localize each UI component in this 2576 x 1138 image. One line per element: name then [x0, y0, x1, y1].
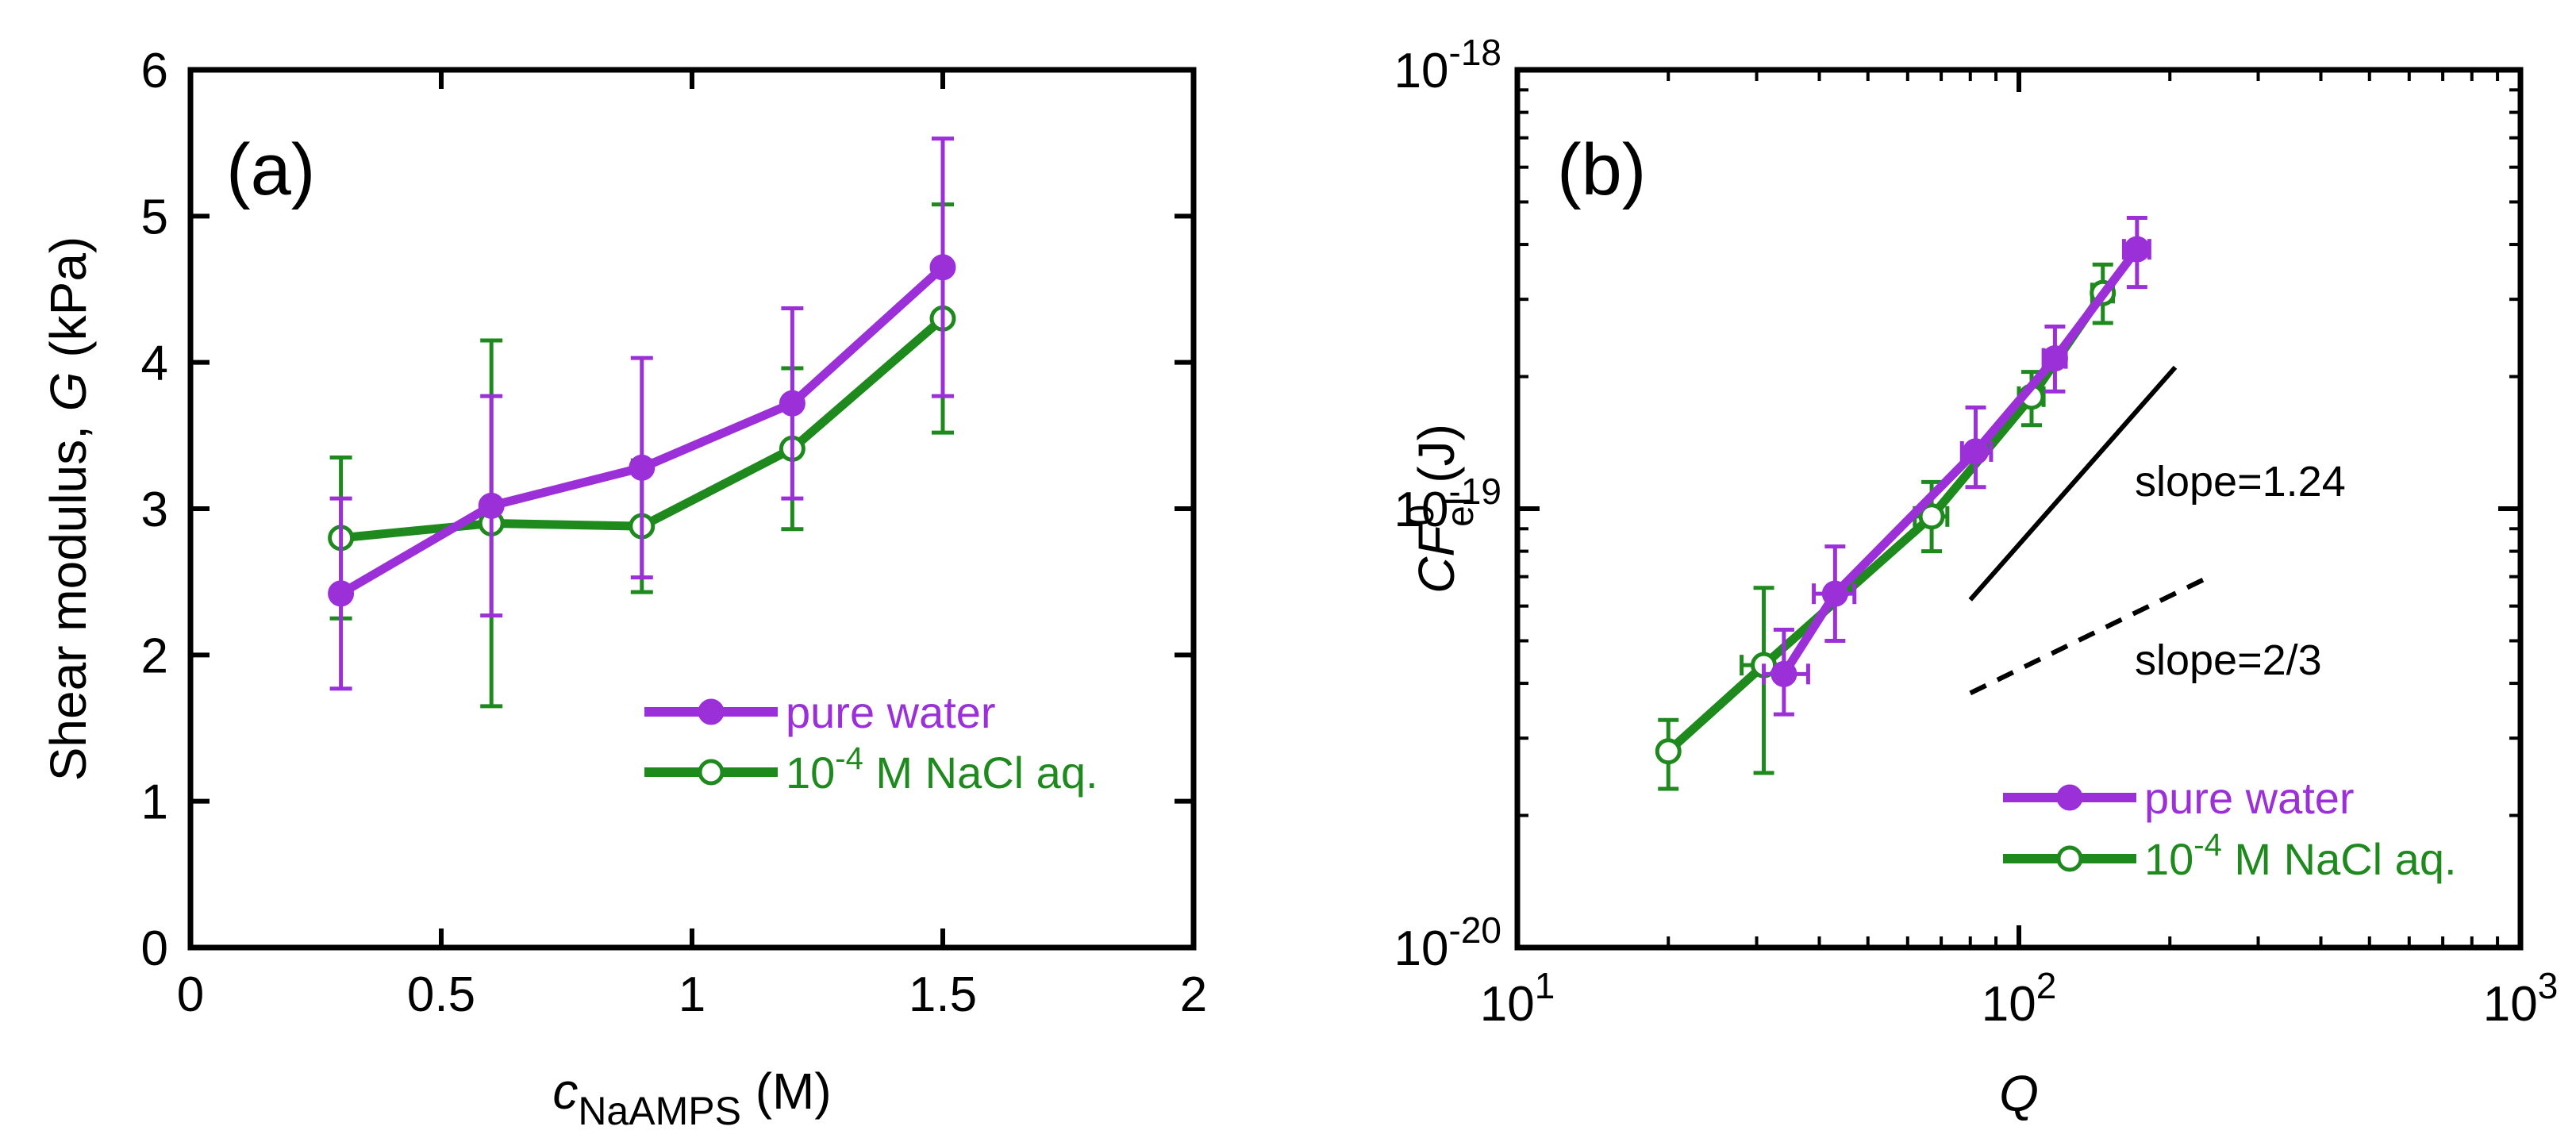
data-point-b-pure-water	[1771, 660, 1797, 687]
y-tick-label-a-3: 3	[141, 482, 168, 537]
panel-a-y-axis-var: G	[40, 371, 97, 411]
panel-b-y-axis-label: CF0el (J)	[1400, 424, 1482, 594]
x-tick-label-a-0-5: 0.5	[407, 967, 475, 1022]
x-tick-label-a-1: 1	[679, 967, 706, 1022]
x-tick-label-b-10: 101	[1480, 965, 1555, 1032]
y-tick-label-b-19: 10-19	[1394, 471, 1501, 537]
x-tick-label-b-base: 10	[1982, 977, 2036, 1032]
panel-b-y-axis-subscript: el	[1440, 498, 1482, 527]
panel-b-label: (b)	[1557, 129, 1646, 210]
y-tick-label-b-exponent: -18	[1449, 32, 1501, 73]
y-tick-label-b-exponent: -20	[1449, 909, 1501, 951]
legend-b-pure-water-label: pure water	[2144, 773, 2355, 823]
x-tick-label-a-2: 2	[1180, 967, 1207, 1022]
panel-b-y-axis-unit: (J)	[1408, 424, 1465, 497]
y-tick-label-b-base: 10	[1394, 482, 1449, 537]
x-tick-label-b-exponent: 3	[2538, 965, 2559, 1006]
data-point-b-nacl	[1918, 503, 1945, 530]
panel-a: 0 0.5 1 1.5 2 0 1 2 3 4 5 6 (a) cNaAMPS (M) Shear m…	[40, 44, 1207, 1133]
legend-a-nacl-marker	[698, 759, 725, 786]
y-tick-label-a-0: 0	[141, 921, 168, 976]
y-tick-label-b-base: 10	[1394, 44, 1449, 98]
legend-a-nacl-rest: M NaCl aq.	[863, 748, 1098, 798]
panel-a-x-axis-unit: (M)	[741, 1063, 832, 1120]
data-point-b-nacl	[1655, 738, 1682, 765]
legend-a-nacl-label: 10-4 M NaCl aq.	[786, 741, 1098, 798]
y-tick-label-a-5: 5	[141, 190, 168, 244]
data-point-b-pure-water	[2041, 345, 2068, 372]
legend-a-nacl-base: 10	[786, 748, 835, 798]
x-tick-label-a-1-5: 1.5	[909, 967, 977, 1022]
y-tick-label-b-exponent: -19	[1449, 471, 1501, 512]
y-tick-label-a-2: 2	[141, 629, 168, 683]
data-point-a-pure-water	[929, 254, 956, 281]
panel-a-ticks: 0 0.5 1 1.5 2 0 1 2 3 4 5 6	[141, 44, 1208, 1022]
slope-solid-label: slope=1.24	[2135, 458, 2346, 506]
y-tick-label-b-20: 10-20	[1394, 909, 1501, 976]
data-point-b-pure-water	[1821, 580, 1848, 607]
legend-a-nacl-exponent: -4	[835, 741, 863, 776]
x-tick-label-b-100: 102	[1982, 965, 2057, 1032]
x-tick-label-b-exponent: 1	[1535, 965, 1555, 1006]
guide-line-dashed	[1969, 574, 2211, 696]
panel-b-series	[1655, 215, 2151, 791]
x-tick-label-b-base: 10	[1480, 977, 1535, 1032]
y-tick-label-a-1: 1	[141, 775, 168, 830]
data-point-a-pure-water	[478, 492, 505, 519]
panel-a-x-axis-subscript: NaAMPS	[578, 1089, 741, 1133]
data-point-a-pure-water	[328, 580, 355, 607]
panel-a-series	[328, 136, 956, 709]
panel-a-y-axis-label: Shear modulus, G (kPa)	[40, 236, 97, 782]
data-point-a-pure-water	[629, 454, 656, 481]
y-tick-label-b-18: 10-18	[1394, 32, 1501, 98]
panel-b-y-axis-var: CF	[1408, 523, 1465, 594]
x-tick-label-b-base: 10	[2483, 977, 2538, 1032]
panel-a-x-axis-label: cNaAMPS (M)	[552, 1063, 831, 1133]
panel-b-x-axis-label: Q	[1999, 1065, 2039, 1122]
legend-b-nacl-label: 10-4 M NaCl aq.	[2144, 828, 2457, 884]
legend-b-nacl-rest: M NaCl aq.	[2222, 834, 2457, 884]
legend-a-pure-water-label: pure water	[786, 687, 996, 737]
panel-b-legend: pure water 10-4 M NaCl aq.	[2003, 773, 2457, 884]
y-tick-label-a-4: 4	[141, 336, 168, 391]
legend-b-nacl-base: 10	[2144, 834, 2193, 884]
x-tick-label-a-0: 0	[177, 967, 204, 1022]
data-point-b-pure-water	[1963, 438, 1990, 465]
x-tick-label-b-1000: 103	[2483, 965, 2559, 1032]
panel-b-y-axis-superscript: 0	[1400, 505, 1442, 526]
y-tick-label-b-base: 10	[1394, 921, 1449, 976]
panel-b-frame	[1514, 67, 2524, 951]
data-point-b-pure-water	[2124, 236, 2151, 263]
slope-dashed-label: slope=2/3	[2135, 636, 2322, 684]
panel-a-y-axis-unit: (kPa)	[40, 236, 97, 372]
y-tick-label-a-6: 6	[141, 44, 168, 98]
panel-a-y-axis-text: Shear modulus,	[40, 411, 97, 781]
legend-b-nacl-marker	[2056, 845, 2083, 872]
panel-a-x-axis-var: c	[552, 1063, 578, 1120]
panel-a-legend: pure water 10-4 M NaCl aq.	[644, 687, 1098, 798]
panel-b-guides	[1968, 365, 2211, 696]
legend-b-nacl-exponent: -4	[2193, 828, 2222, 863]
data-point-a-pure-water	[779, 390, 805, 417]
legend-a-pure-water-marker	[698, 698, 725, 725]
legend-b-pure-water-marker	[2056, 784, 2083, 811]
panel-a-label: (a)	[226, 129, 315, 210]
guide-line-solid	[1968, 365, 2178, 602]
x-tick-label-b-exponent: 2	[2036, 965, 2057, 1006]
